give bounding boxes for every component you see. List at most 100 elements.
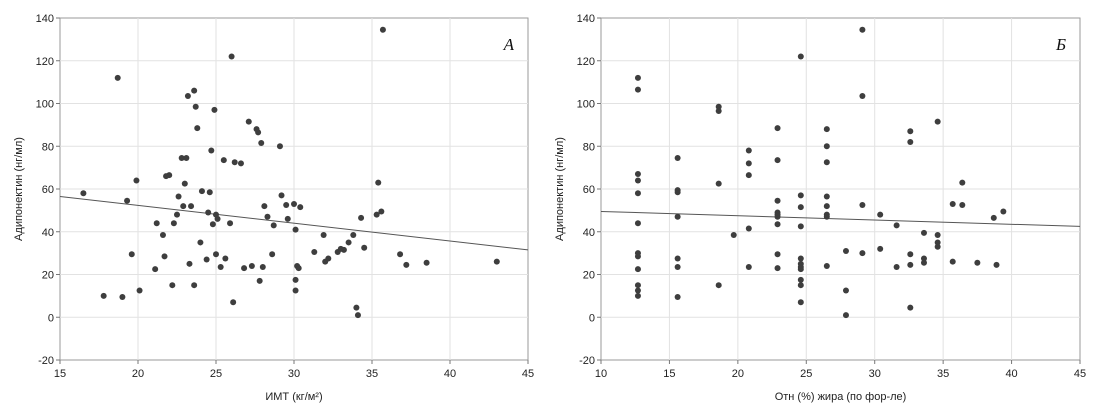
regression-line <box>59 195 529 251</box>
x-tick-label: 25 <box>800 368 812 380</box>
y-tick-label: 0 <box>48 312 54 324</box>
data-point <box>119 293 126 300</box>
data-point <box>403 261 410 268</box>
data-point <box>178 155 185 162</box>
data-point <box>797 299 804 306</box>
data-point <box>907 304 914 311</box>
data-point <box>255 129 262 136</box>
y-tick-label: -20 <box>579 355 595 367</box>
x-tick-label: 30 <box>869 368 881 380</box>
data-point <box>823 213 830 220</box>
data-point <box>745 264 752 271</box>
data-point <box>175 193 182 200</box>
data-point <box>241 265 248 272</box>
data-point <box>745 172 752 179</box>
y-tick-label: 120 <box>577 56 595 68</box>
data-point <box>245 118 252 125</box>
data-point <box>191 87 198 94</box>
y-tick-label: 120 <box>36 56 54 68</box>
data-point <box>797 204 804 211</box>
data-point <box>197 239 204 246</box>
data-point <box>634 266 641 273</box>
data-point <box>230 299 237 306</box>
data-point <box>774 157 781 164</box>
data-point <box>993 261 1000 268</box>
data-point <box>269 251 276 258</box>
data-point <box>797 192 804 199</box>
data-point <box>842 312 849 319</box>
data-point <box>634 282 641 289</box>
data-point <box>220 157 227 164</box>
data-point <box>297 204 304 211</box>
data-point <box>213 251 219 258</box>
data-point <box>181 180 188 187</box>
data-point <box>373 211 380 218</box>
y-tick-label: 60 <box>42 184 54 196</box>
data-point <box>774 251 781 258</box>
data-point <box>674 264 681 271</box>
chart-b-svg: 10 15 20 25 30 35 40 45 -20 0 20 40 60 80 100 120 140 Отн… <box>554 13 1086 403</box>
panel-label: А <box>503 35 515 54</box>
data-point <box>990 214 997 221</box>
data-point <box>259 264 266 271</box>
x-tick-label: 10 <box>595 368 607 380</box>
data-point <box>715 282 722 289</box>
data-point <box>124 197 131 204</box>
x-tick-label: 40 <box>444 368 456 380</box>
data-point <box>276 143 283 150</box>
data-point <box>823 262 830 269</box>
data-point <box>774 197 781 204</box>
data-point <box>170 220 177 227</box>
data-point <box>745 160 752 167</box>
data-point <box>493 258 500 265</box>
data-point <box>842 247 849 254</box>
data-point <box>211 106 218 113</box>
data-point <box>133 177 140 184</box>
data-point <box>320 231 327 238</box>
data-point <box>920 259 927 266</box>
data-point <box>203 256 210 263</box>
y-axis-title: Адипонектин (нг/мл) <box>13 137 25 241</box>
data-point <box>153 220 160 227</box>
data-point <box>634 292 641 299</box>
data-point <box>209 221 216 228</box>
y-tick-label: 80 <box>583 141 595 153</box>
data-point <box>934 239 941 246</box>
data-point <box>877 211 884 218</box>
data-point <box>261 203 268 210</box>
data-point <box>208 147 215 154</box>
x-tick-label: 45 <box>522 368 534 380</box>
data-point <box>797 255 804 262</box>
scatter-chart-a: 15 20 25 30 35 40 45 -20 0 20 40 60 80 100 120 140 ИМТ (… <box>0 0 548 413</box>
data-point <box>634 86 641 93</box>
data-point <box>1000 208 1007 215</box>
data-point <box>222 255 229 262</box>
data-point <box>159 231 166 238</box>
data-point <box>256 277 263 284</box>
data-point <box>823 193 830 200</box>
x-tick-label: 35 <box>937 368 949 380</box>
data-point <box>634 177 641 184</box>
data-point <box>823 203 830 210</box>
data-point <box>378 208 385 215</box>
data-point <box>227 220 234 227</box>
data-point <box>361 244 368 251</box>
y-tick-label: 140 <box>577 13 595 25</box>
data-point <box>248 262 255 269</box>
data-point <box>859 26 866 33</box>
data-point <box>128 251 135 258</box>
data-point <box>325 255 332 262</box>
data-point <box>774 265 781 272</box>
data-point <box>358 214 365 221</box>
data-point <box>237 160 244 167</box>
data-point <box>907 138 914 145</box>
x-tick-label: 35 <box>366 368 378 380</box>
data-point <box>907 251 914 258</box>
y-tick-label: 60 <box>583 184 595 196</box>
data-point <box>920 229 927 236</box>
data-point <box>774 213 781 220</box>
scatter-chart-b: 10 15 20 25 30 35 40 45 -20 0 20 40 60 80 100 120 140 Отн… <box>552 0 1100 413</box>
data-point <box>166 172 173 179</box>
data-point <box>206 189 213 196</box>
y-tick-label: 140 <box>36 13 54 25</box>
